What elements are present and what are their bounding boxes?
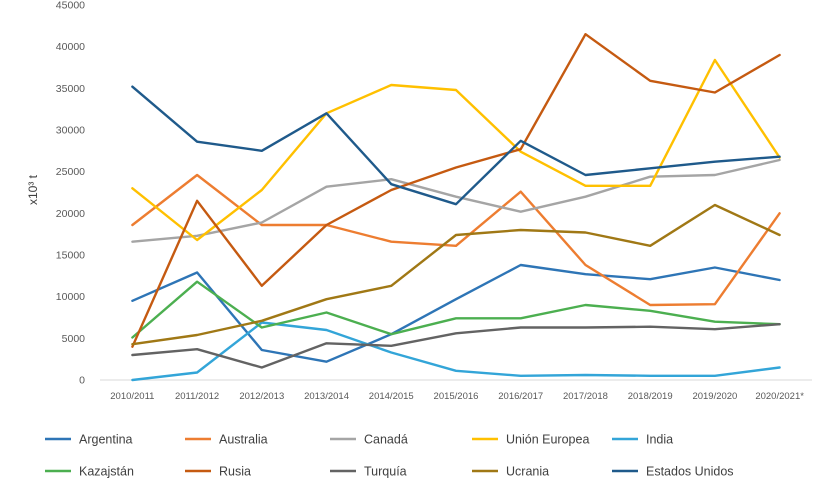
series-line-4	[131, 321, 781, 382]
y-tick-label: 15000	[56, 250, 85, 262]
y-tick-label: 20000	[56, 208, 85, 220]
y-tick-labels: 0 5000 10000 15000 20000 25000 30000 35000 40000…	[56, 0, 85, 387]
legend-label: Kazajstán	[79, 465, 134, 479]
series-line-0	[131, 263, 781, 363]
x-tick-label: 2018/2019	[628, 391, 673, 402]
legend-label: Rusia	[219, 465, 251, 479]
y-tick-label: 40000	[56, 41, 85, 53]
x-tick-label: 2014/2015	[369, 391, 414, 402]
y-axis-label: x10³ t	[26, 174, 40, 205]
y-tick-label: 25000	[56, 166, 85, 178]
series-line-9	[131, 85, 781, 206]
legend: Argentina Australia Canadá Unión Europea Ind…	[45, 433, 734, 479]
y-tick-label: 0	[79, 375, 85, 387]
x-tick-label: 2020/2021*	[755, 391, 804, 402]
x-tick-label: 2015/2016	[434, 391, 479, 402]
legend-label: Ucrania	[506, 465, 549, 479]
legend-label: India	[646, 433, 673, 447]
series-line-7	[131, 323, 781, 369]
legend-label: Canadá	[364, 433, 408, 447]
y-tick-label: 35000	[56, 83, 85, 95]
y-tick-label: 45000	[56, 0, 85, 12]
y-tick-label: 5000	[62, 333, 86, 345]
series-line-5	[131, 280, 781, 339]
series-line-1	[131, 173, 781, 307]
legend-label: Argentina	[79, 433, 133, 447]
legend-label: Turquía	[364, 465, 407, 479]
legend-label: Australia	[219, 433, 268, 447]
series-line-6	[131, 33, 781, 348]
x-tick-label: 2016/2017	[498, 391, 543, 402]
x-tick-label: 2011/2012	[175, 391, 219, 402]
legend-label: Unión Europea	[506, 433, 589, 447]
x-tick-label: 2013/2014	[304, 391, 349, 402]
legend-label: Estados Unidos	[646, 465, 734, 479]
x-tick-label: 2019/2020	[692, 391, 737, 402]
series-line-8	[131, 203, 781, 346]
x-tick-label: 2017/2018	[563, 391, 608, 402]
x-tick-labels: 2010/2011 2011/2012 2012/2013 2013/2014 2014…	[110, 391, 804, 402]
series-lines	[131, 33, 781, 382]
y-tick-label: 30000	[56, 125, 85, 137]
x-tick-label: 2010/2011	[110, 391, 154, 402]
series-line-2	[131, 158, 781, 243]
series-line-3	[131, 58, 781, 242]
y-tick-label: 10000	[56, 291, 85, 303]
x-tick-label: 2012/2013	[239, 391, 284, 402]
